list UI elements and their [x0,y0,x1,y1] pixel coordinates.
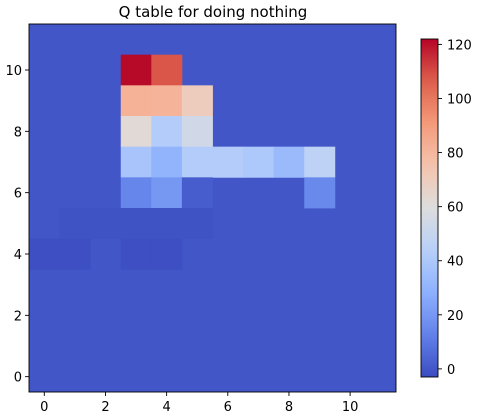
axes: 0 2 4 6 8 10 0 2 4 6 8 10 [5,23,397,415]
heatmap-cell-8 [120,146,152,178]
heatmap-cell-11 [212,146,244,178]
heatmap-cell-18 [304,177,336,209]
colorbar-tick-label: 20 [447,309,464,324]
colorbar-tick-label: 100 [447,92,472,107]
heatmap-cell-19 [59,208,91,240]
heatmap-cell-3 [151,85,183,117]
heatmap-cell-4 [181,85,213,117]
chart-title: Q table for doing nothing [119,3,308,21]
colorbar-tick-label: 0 [447,363,455,378]
y-tick-label: 4 [14,248,22,263]
colorbar-gradient [421,39,438,377]
heatmap-cell-20 [90,208,122,240]
x-tick-label: 0 [40,400,48,415]
x-tick-label: 6 [224,400,232,415]
heatmap-cell-10 [181,146,213,178]
heatmap-cell-1 [151,54,183,86]
colorbar-tick-label: 40 [447,255,464,270]
colorbar-tick-label: 80 [447,147,464,162]
x-tick-label: 10 [342,400,359,415]
colorbar-tick-label: 60 [447,201,464,216]
x-tick-label: 4 [162,400,170,415]
heatmap-cell-6 [151,116,183,148]
heatmap-cell-0 [120,54,152,86]
heatmap-cell-13 [273,146,305,178]
x-tick-label: 2 [101,400,109,415]
heatmap-cell-9 [151,146,183,178]
heatmap-cell-15 [120,177,152,209]
y-tick-label: 6 [14,187,22,202]
heatmap-cell-12 [243,146,275,178]
heatmap-cell-23 [181,208,213,240]
heatmap-cell-21 [120,208,152,240]
y-tick-label: 0 [14,371,22,386]
heatmap-cell-27 [151,238,183,270]
heatmap-cell-26 [120,238,152,270]
heatmap-cell-24 [29,238,60,270]
heatmap-cell-7 [181,116,213,148]
heatmap-cell-17 [181,177,213,209]
y-tick-label: 10 [5,64,22,79]
heatmap-cell-5 [120,116,152,148]
heatmap-cell-16 [151,177,183,209]
y-tick-label: 2 [14,309,22,324]
heatmap-cell-2 [120,85,152,117]
colorbar-frame [420,38,439,378]
plot-area [29,24,396,392]
heatmap-cell-25 [59,238,91,270]
plot-frame [28,23,397,393]
heatmap-cell-14 [304,146,336,178]
y-tick-label: 8 [14,125,22,140]
heatmap-cell-22 [151,208,183,240]
x-tick-label: 8 [285,400,293,415]
colorbar-tick-label: 120 [447,38,472,53]
colorbar: 0 20 40 60 80 100 120 [420,38,472,378]
